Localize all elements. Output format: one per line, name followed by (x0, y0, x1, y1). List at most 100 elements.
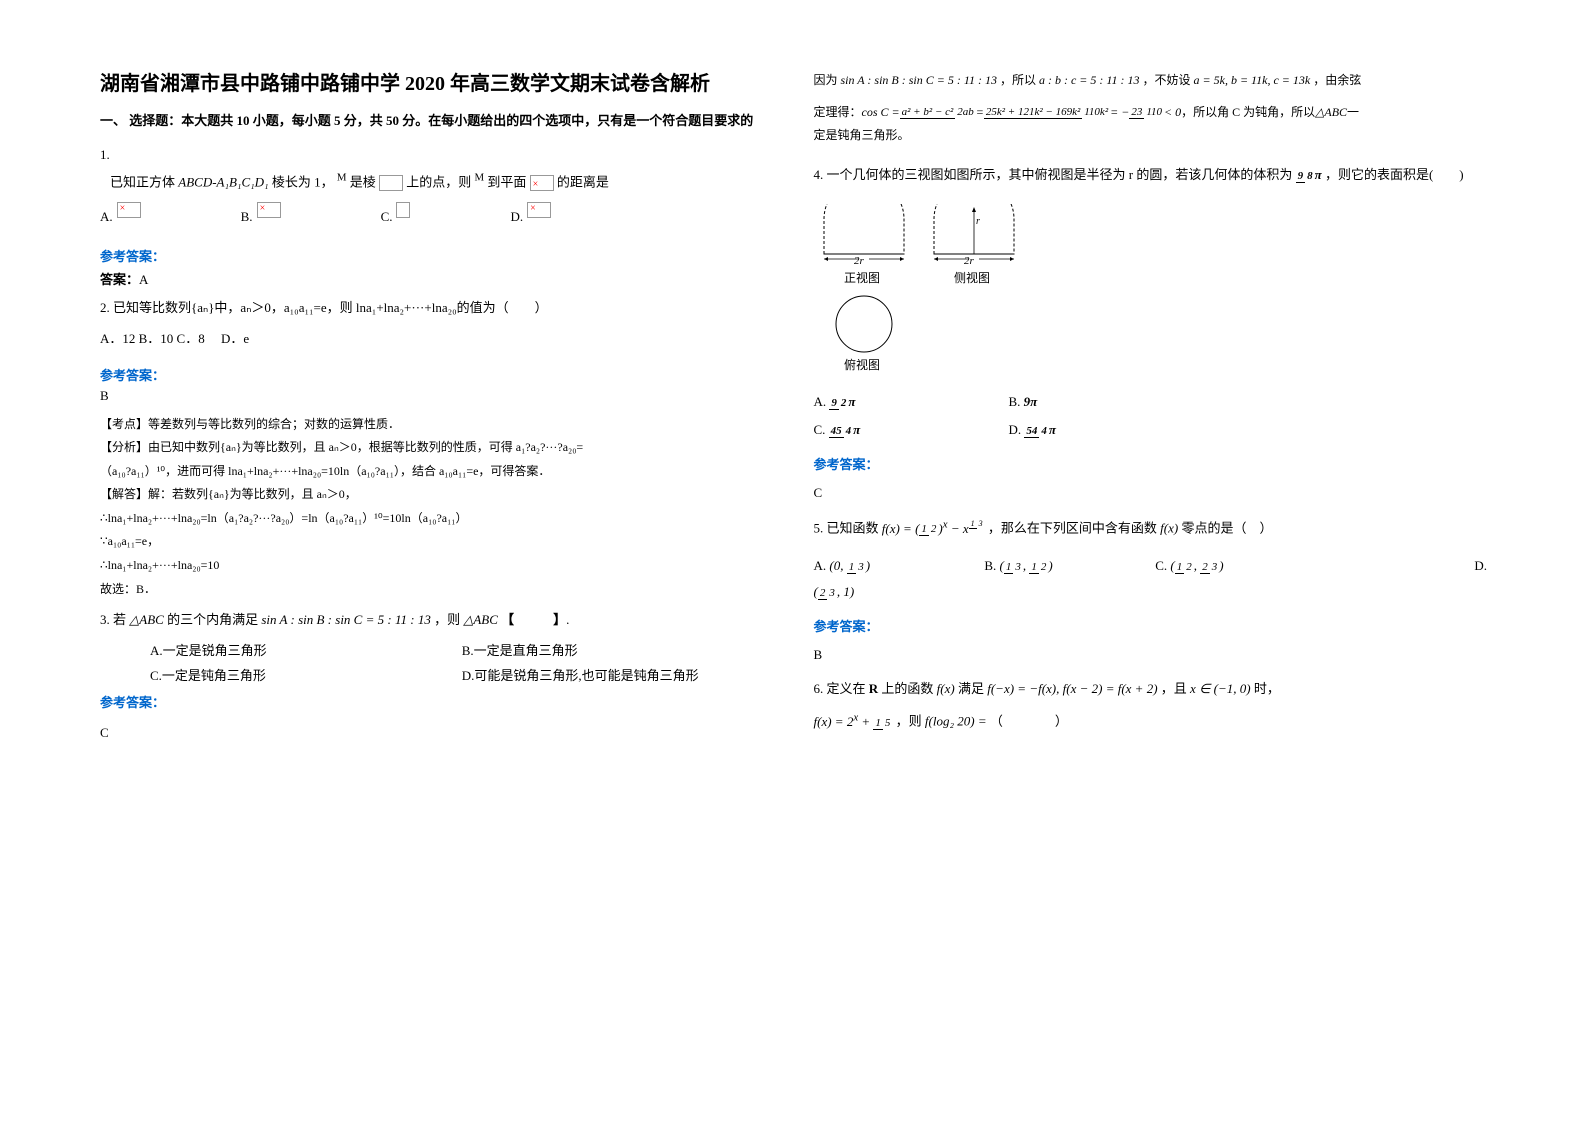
q5-option-c: C. (12, 23) (1155, 558, 1316, 574)
q1-answer: A (139, 272, 148, 287)
q1-m-sup: M (337, 174, 347, 189)
cos-formula: cos C = a² + b² − c²2ab = 25k² + 121k² −… (862, 102, 1182, 124)
placeholder-icon (379, 175, 403, 191)
q3-options: A.一定是锐角三角形 B.一定是直角三角形 C.一定是钝角三角形 D.可能是锐角… (100, 640, 774, 684)
f: x ∈ (−1, 0) (1190, 681, 1251, 696)
svg-text:2r: 2r (854, 255, 865, 267)
q5-text: 5. 已知函数 f(x) = (12)x − x13 ，那么在下列区间中含有函数… (814, 515, 1488, 540)
option-label: A. (100, 209, 113, 225)
left-column: 湖南省湘潭市县中路铺中路铺中学 2020 年高三数学文期末试卷含解析 一、 选择… (100, 70, 774, 1082)
q6-line2: f(x) = 2x + 15 ，则 f(log₂ 20) = （ ） (814, 708, 1488, 733)
q5-before: 5. 已知函数 (814, 521, 879, 536)
fx: f(x) (1160, 521, 1178, 536)
q3-option-d: D.可能是锐角三角形,也可能是钝角三角形 (462, 665, 774, 684)
answer-label: 参考答案： (814, 454, 1488, 473)
triangle: △ABC (1315, 102, 1347, 124)
l: B. (1009, 394, 1021, 409)
R: R (869, 681, 878, 696)
svg-text:2r: 2r (964, 255, 975, 267)
placeholder-icon (530, 175, 554, 191)
q1-option-c: C. (381, 202, 411, 232)
q4-after: ，则它的表面积是( ) (1325, 167, 1464, 182)
t: 因为 (814, 73, 838, 87)
q1-option-a: A. (100, 202, 141, 232)
q3-mid2: ，则 (434, 612, 463, 627)
q1-mid2: 是棱 (350, 174, 379, 189)
q2-sol2: 【分析】由已知中数列{aₙ}为等比数列，且 aₙ＞0，根据等比数列的性质，可得 … (100, 437, 774, 459)
l: A. (814, 394, 827, 409)
q2-sol3: （a₁₀?a₁₁）¹⁰，进而可得 lna₁+lna₂+···+lna₂₀=10l… (100, 461, 774, 483)
answer-label: 参考答案： (814, 616, 1488, 635)
l: C. (814, 422, 826, 437)
q2-options: A．12 B．10 C．8 D．e (100, 327, 774, 350)
q3-sol-line2: 定理得： cos C = a² + b² − c²2ab = 25k² + 12… (814, 102, 1488, 124)
q1-answer-label: 答案： (100, 272, 139, 287)
q1-options: A. B. C. D. (100, 202, 774, 232)
f: f(log₂ 20) = (925, 714, 990, 729)
q1-answer-row: 答案：A (100, 269, 774, 288)
q1-mid4: 到平面 (487, 174, 529, 189)
q3-option-b: B.一定是直角三角形 (462, 640, 774, 659)
q4-option-d: D. 544π (1009, 422, 1174, 438)
t: ，且 (1161, 681, 1187, 696)
q5-end: 零点的是（ ） (1181, 521, 1272, 536)
f: f(−x) = −f(x), f(x − 2) = f(x + 2) (987, 681, 1157, 696)
q5-answer: B (814, 647, 1488, 663)
q3-before: 3. 若 (100, 612, 126, 627)
q1-mid3: 上的点，则 (406, 174, 474, 189)
q6-text: 6. 定义在 R 上的函数 f(x) 满足 f(−x) = −f(x), f(x… (814, 677, 1488, 700)
q3-sol-line3: 定是钝角三角形。 (814, 125, 1488, 147)
t: ，则 (896, 714, 922, 729)
t: ，所以角 C 为钝角，所以 (1181, 102, 1315, 124)
answer-label: 参考答案： (100, 246, 774, 265)
q1-m-sup2: M (475, 174, 485, 189)
document-title: 湖南省湘潭市县中路铺中路铺中学 2020 年高三数学文期末试卷含解析 (100, 70, 774, 98)
t: 一 (1347, 102, 1359, 124)
option-label: C. (381, 209, 393, 225)
q3-triangle: △ABC (129, 612, 164, 627)
top-view-label: 俯视图 (844, 357, 880, 372)
front-view-label: 正视图 (844, 270, 880, 285)
q1-number: 1. (100, 147, 774, 163)
q5-formula: f(x) = (12)x − x13 (882, 521, 988, 536)
q4-text: 4. 一个几何体的三视图如图所示，其中俯视图是半径为 r 的圆，若该几何体的体积… (814, 163, 1488, 186)
section-header: 一、 选择题：本大题共 10 小题，每小题 5 分，共 50 分。在每小题给出的… (100, 110, 774, 129)
q5-after: ，那么在下列区间中含有函数 (988, 521, 1157, 536)
q4-option-a: A. 92π (814, 394, 979, 410)
placeholder-icon (117, 202, 141, 218)
q2-sol1: 【考点】等差数列与等比数列的综合；对数的运算性质． (100, 414, 774, 436)
option-label: D. (510, 209, 523, 225)
f: sin A : sin B : sin C = 5 : 11 : 13 (841, 73, 997, 87)
q1-after: 的距离是 (557, 174, 609, 189)
side-view-label: 侧视图 (954, 270, 990, 285)
t: ，不妨设 (1143, 73, 1191, 87)
q1-option-b: B. (241, 202, 281, 232)
q5-option-b: B. (13, 12) (984, 558, 1145, 574)
q4-options: A. 92π B. 9π C. 454π D. 544π (814, 394, 1174, 438)
f: a = 5k, b = 11k, c = 13k (1194, 73, 1311, 87)
q1-cube: ABCD-A₁B₁C₁D₁ (178, 174, 268, 189)
q5-option-d-cont: (23, 1) (814, 584, 1488, 600)
q3-sol-line1: 因为 sin A : sin B : sin C = 5 : 11 : 13 ，… (814, 70, 1488, 92)
paren: （ ） (990, 714, 1068, 729)
t: 上的函数 (881, 681, 933, 696)
three-view-diagram: 2r 正视图 r 2r 侧视图 俯视图 (814, 204, 1074, 374)
q3-mid1: 的三个内角满足 (167, 612, 261, 627)
fx: f(x) (937, 681, 955, 696)
q1-mid1: 棱长为 1， (272, 174, 337, 189)
q4-answer: C (814, 485, 1488, 501)
placeholder-icon (257, 202, 281, 218)
t: 6. 定义在 (814, 681, 866, 696)
q2-answer: B (100, 388, 774, 404)
bracket: 【 】 (501, 612, 566, 627)
q3-triangle2: △ABC (463, 612, 498, 627)
q1-option-d: D. (510, 202, 551, 232)
q3-option-c: C.一定是钝角三角形 (150, 665, 462, 684)
answer-label: 参考答案： (100, 692, 774, 711)
v: 9π (1024, 394, 1038, 409)
svg-text:r: r (976, 216, 980, 227)
t: 时， (1254, 681, 1280, 696)
q1-text: 已知正方体 ABCD-A₁B₁C₁D₁ 棱长为 1， M 是棱 上的点，则 M … (100, 169, 774, 194)
q3-option-a: A.一定是锐角三角形 (150, 640, 462, 659)
option-label: B. (241, 209, 253, 225)
